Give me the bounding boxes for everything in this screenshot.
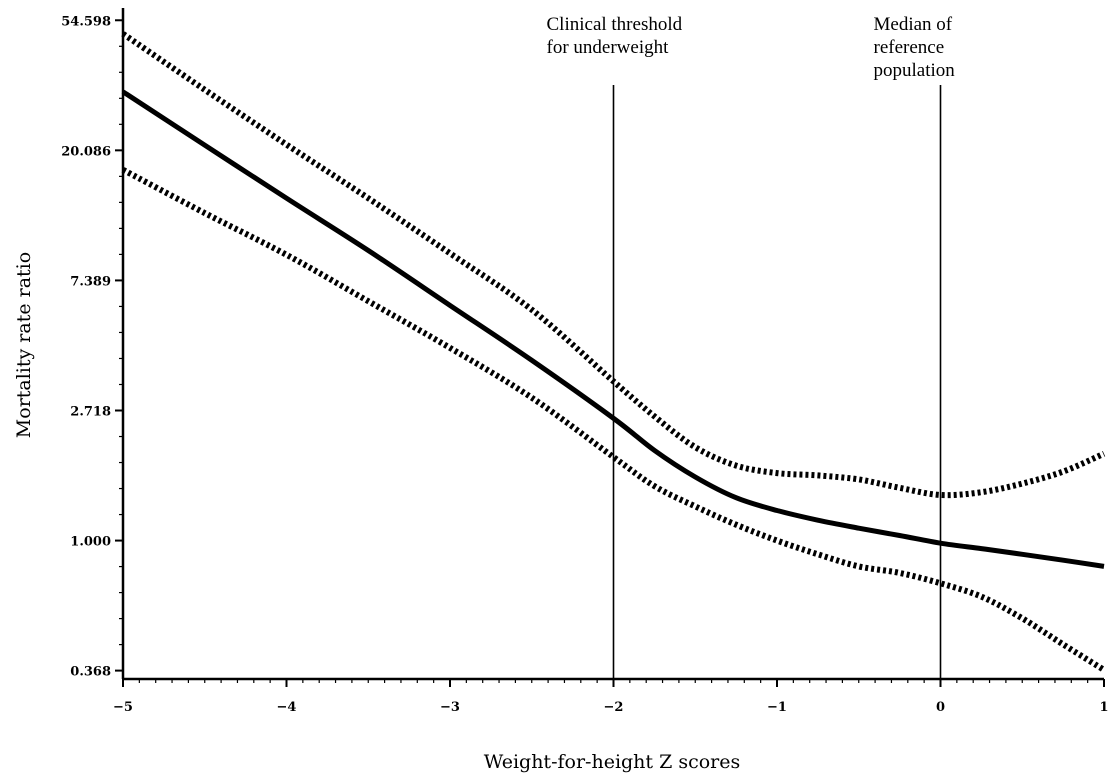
- y-tick-label: 7.389: [70, 274, 111, 289]
- annotation-text: Clinical threshold: [547, 14, 683, 35]
- annotation-text: Median of: [874, 14, 953, 35]
- y-tick-label: 54.598: [61, 14, 111, 29]
- series-line-upper-ci: [121, 31, 1106, 499]
- annotation-text: reference: [874, 37, 945, 58]
- y-tick-label: 0.368: [70, 665, 111, 680]
- series-line-lower-ci: [121, 167, 1106, 673]
- y-tick-label: 20.086: [61, 144, 111, 159]
- x-tick-label: 0: [936, 700, 945, 715]
- x-tick-label: −4: [277, 700, 297, 715]
- series-line-estimate: [121, 89, 1105, 569]
- y-tick-label: 2.718: [70, 405, 111, 420]
- x-tick-label: 1: [1099, 700, 1108, 715]
- annotation-text: population: [874, 60, 956, 81]
- reference-lines: [612, 85, 942, 679]
- axes: −5 −4 −3 −2 −1 0 1 0.368 1.000 2.718 7.389 20.086 54…: [61, 8, 1108, 715]
- y-axis-title: Mortality rate ratio: [13, 252, 35, 438]
- x-axis-title: Weight-for-height Z scores: [484, 751, 741, 773]
- y-tick-label: 1.000: [70, 535, 111, 550]
- annotation-text: for underweight: [547, 37, 670, 58]
- x-tick-label: −1: [767, 700, 787, 715]
- x-tick-label: −2: [604, 700, 624, 715]
- series-group: [121, 31, 1106, 673]
- x-tick-label: −5: [113, 700, 133, 715]
- x-tick-label: −3: [440, 700, 460, 715]
